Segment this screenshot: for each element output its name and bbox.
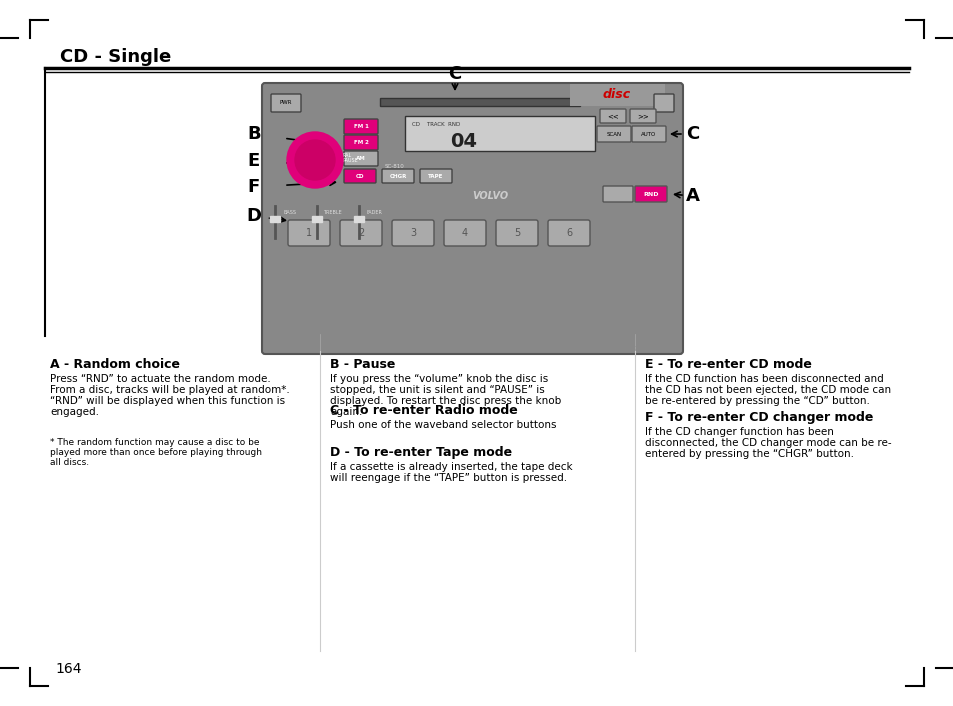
FancyBboxPatch shape — [654, 94, 673, 112]
FancyBboxPatch shape — [602, 186, 633, 202]
Text: CD: CD — [355, 174, 364, 179]
Text: If the CD changer function has been: If the CD changer function has been — [644, 427, 833, 437]
FancyBboxPatch shape — [599, 109, 625, 123]
Text: all discs.: all discs. — [50, 458, 89, 467]
Text: B - Pause: B - Pause — [330, 358, 395, 371]
FancyBboxPatch shape — [443, 220, 485, 246]
Text: will reengage if the “TAPE” button is pressed.: will reengage if the “TAPE” button is pr… — [330, 473, 566, 483]
Text: C: C — [685, 125, 699, 143]
FancyBboxPatch shape — [288, 220, 330, 246]
Text: C: C — [448, 65, 461, 83]
FancyBboxPatch shape — [496, 220, 537, 246]
FancyBboxPatch shape — [344, 119, 377, 134]
Text: AUTO: AUTO — [640, 131, 656, 136]
Text: “RND” will be displayed when this function is: “RND” will be displayed when this functi… — [50, 396, 285, 406]
FancyBboxPatch shape — [597, 126, 630, 142]
Text: Press “RND” to actuate the random mode.: Press “RND” to actuate the random mode. — [50, 374, 271, 384]
Text: 04: 04 — [450, 132, 476, 151]
Text: Push one of the waveband selector buttons: Push one of the waveband selector button… — [330, 420, 556, 430]
Text: D - To re-enter Tape mode: D - To re-enter Tape mode — [330, 446, 512, 459]
Text: displayed. To restart the disc press the knob: displayed. To restart the disc press the… — [330, 396, 560, 406]
Text: TAPE: TAPE — [428, 174, 443, 179]
FancyBboxPatch shape — [419, 169, 452, 183]
Bar — [354, 216, 364, 222]
FancyBboxPatch shape — [631, 126, 665, 142]
Text: entered by pressing the “CHGR” button.: entered by pressing the “CHGR” button. — [644, 449, 853, 459]
Text: the CD has not been ejected, the CD mode can: the CD has not been ejected, the CD mode… — [644, 385, 890, 395]
Text: CHGR: CHGR — [389, 174, 406, 179]
Text: 6: 6 — [565, 228, 572, 238]
FancyBboxPatch shape — [262, 83, 682, 354]
Text: E: E — [248, 152, 260, 170]
Text: If the CD function has been disconnected and: If the CD function has been disconnected… — [644, 374, 882, 384]
Text: * The random function may cause a disc to be: * The random function may cause a disc t… — [50, 438, 259, 447]
Text: SC-810: SC-810 — [385, 164, 404, 169]
Text: AM: AM — [355, 157, 366, 162]
Text: 5: 5 — [514, 228, 519, 238]
FancyBboxPatch shape — [271, 94, 301, 112]
Text: 3801180A: 3801180A — [618, 346, 650, 351]
Circle shape — [294, 140, 335, 180]
Text: be re-entered by pressing the “CD” button.: be re-entered by pressing the “CD” butto… — [644, 396, 869, 406]
Text: 2: 2 — [357, 228, 364, 238]
Text: disc: disc — [602, 88, 630, 102]
FancyBboxPatch shape — [635, 186, 666, 202]
Bar — [379, 98, 579, 106]
FancyBboxPatch shape — [344, 169, 375, 183]
FancyBboxPatch shape — [381, 169, 414, 183]
Text: A: A — [685, 187, 700, 205]
Text: again.: again. — [330, 407, 362, 417]
Text: VOLVO: VOLVO — [472, 191, 508, 201]
Circle shape — [287, 132, 343, 188]
Text: A - Random choice: A - Random choice — [50, 358, 180, 371]
Text: RAL
PAUSE: RAL PAUSE — [343, 152, 358, 163]
Bar — [569, 84, 664, 106]
Text: stopped, the unit is silent and “PAUSE” is: stopped, the unit is silent and “PAUSE” … — [330, 385, 544, 395]
FancyBboxPatch shape — [547, 220, 589, 246]
Text: FM 2: FM 2 — [354, 140, 368, 145]
Text: C - To re-enter Radio mode: C - To re-enter Radio mode — [330, 404, 517, 417]
Text: 164: 164 — [55, 662, 81, 676]
Text: <<: << — [606, 113, 618, 119]
Text: PWR: PWR — [279, 100, 292, 105]
Text: FADER: FADER — [366, 210, 381, 215]
Text: RND: RND — [642, 191, 659, 196]
Bar — [312, 216, 322, 222]
Text: played more than once before playing through: played more than once before playing thr… — [50, 448, 262, 457]
Text: BASS: BASS — [283, 210, 296, 215]
Text: CD    TRACK  RND: CD TRACK RND — [412, 122, 459, 127]
Text: E - To re-enter CD mode: E - To re-enter CD mode — [644, 358, 811, 371]
Text: disconnected, the CD changer mode can be re-: disconnected, the CD changer mode can be… — [644, 438, 891, 448]
Text: engaged.: engaged. — [50, 407, 99, 417]
Text: F: F — [248, 178, 260, 196]
FancyBboxPatch shape — [339, 220, 381, 246]
Text: If you press the “volume” knob the disc is: If you press the “volume” knob the disc … — [330, 374, 548, 384]
Bar — [405, 116, 595, 151]
Text: TREBLE: TREBLE — [322, 210, 341, 215]
Text: >>: >> — [637, 113, 648, 119]
Text: 1: 1 — [306, 228, 312, 238]
FancyBboxPatch shape — [392, 220, 434, 246]
Text: FM 1: FM 1 — [354, 124, 368, 129]
Text: 3: 3 — [410, 228, 416, 238]
FancyBboxPatch shape — [344, 135, 377, 150]
Text: B: B — [247, 125, 260, 143]
Text: If a cassette is already inserted, the tape deck: If a cassette is already inserted, the t… — [330, 462, 572, 472]
Text: F - To re-enter CD changer mode: F - To re-enter CD changer mode — [644, 411, 872, 424]
Bar — [270, 216, 280, 222]
FancyBboxPatch shape — [344, 151, 377, 166]
Text: From a disc, tracks will be played at random*.: From a disc, tracks will be played at ra… — [50, 385, 290, 395]
Text: SCAN: SCAN — [606, 131, 621, 136]
Text: 4: 4 — [461, 228, 468, 238]
Text: D: D — [246, 207, 261, 225]
Text: CD - Single: CD - Single — [60, 48, 172, 66]
FancyBboxPatch shape — [629, 109, 656, 123]
